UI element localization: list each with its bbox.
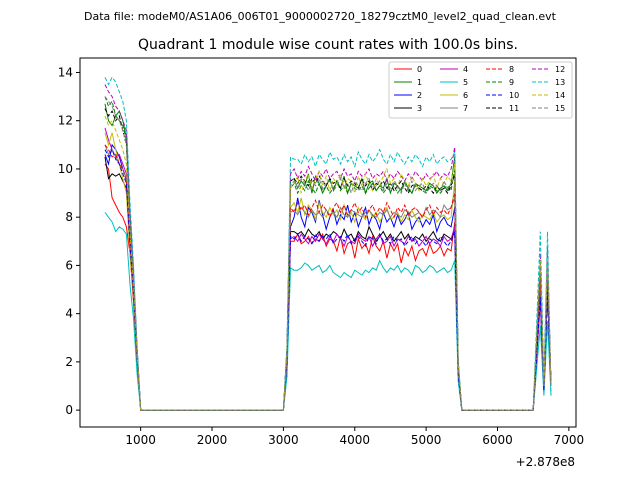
series-line-4 (104, 127, 552, 411)
legend-label-0: 0 (417, 65, 422, 74)
legend-label-5: 5 (463, 78, 468, 87)
legend-label-13: 13 (555, 78, 565, 87)
y-tick-label: 4 (65, 307, 73, 321)
legend-label-3: 3 (417, 104, 422, 113)
y-tick-label: 12 (58, 114, 73, 128)
series-line-14 (104, 115, 552, 411)
x-tick-label: 1000 (125, 433, 156, 447)
x-axis: 1000 2000 3000 4000 5000 6000 7000 (125, 427, 584, 447)
legend-label-7: 7 (463, 104, 468, 113)
x-tick-label: 5000 (411, 433, 442, 447)
series-line-2 (104, 143, 552, 411)
legend-label-2: 2 (417, 91, 422, 100)
y-axis: 0 2 4 6 8 10 12 14 (58, 65, 80, 417)
y-tick-label: 8 (65, 210, 73, 224)
legend-label-15: 15 (555, 104, 565, 113)
legend-label-8: 8 (509, 65, 514, 74)
x-tick-label: 4000 (339, 433, 370, 447)
chart-title: Quadrant 1 module wise count rates with … (138, 37, 518, 53)
legend-label-11: 11 (509, 104, 519, 113)
series-line-11 (104, 108, 552, 411)
legend-box (388, 61, 573, 119)
series-line-1 (104, 103, 552, 411)
series-line-6 (104, 132, 552, 411)
chart-suptitle: Data file: modeM0/AS1A06_006T01_90000027… (84, 10, 557, 23)
series-line-12 (104, 84, 552, 411)
legend-label-12: 12 (555, 65, 565, 74)
x-tick-label: 2000 (197, 433, 228, 447)
legend-label-14: 14 (555, 91, 565, 100)
y-tick-label: 14 (58, 65, 73, 79)
series-layer (104, 76, 552, 411)
x-offset-label: +2.878e8 (516, 455, 575, 469)
legend-label-9: 9 (509, 78, 514, 87)
y-tick-label: 2 (65, 355, 73, 369)
series-line-9 (104, 96, 552, 411)
series-line-3 (104, 156, 552, 411)
legend-label-4: 4 (463, 65, 468, 74)
legend-label-1: 1 (417, 78, 422, 87)
y-tick-label: 6 (65, 258, 73, 272)
legend-label-6: 6 (463, 91, 468, 100)
axes-frame (79, 57, 577, 428)
legend-label-10: 10 (509, 91, 519, 100)
series-line-13 (104, 76, 552, 411)
x-tick-label: 6000 (482, 433, 513, 447)
series-line-15 (104, 96, 552, 411)
x-tick-label: 3000 (268, 433, 299, 447)
x-tick-label: 7000 (554, 433, 585, 447)
series-line-7 (104, 144, 552, 411)
series-line-0 (104, 163, 552, 411)
y-tick-label: 0 (65, 403, 73, 417)
y-tick-label: 10 (58, 162, 73, 176)
series-line-8 (104, 144, 552, 411)
